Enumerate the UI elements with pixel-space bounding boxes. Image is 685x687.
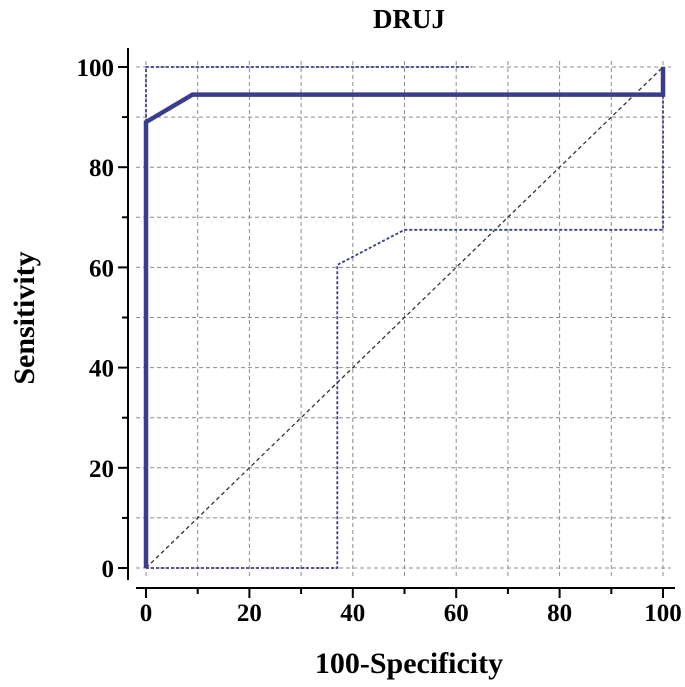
x-tick-label: 0 [140,600,153,627]
axes [118,48,675,598]
y-tick-label: 100 [77,55,115,82]
y-tick-label: 20 [89,456,114,483]
y-tick-label: 40 [89,356,114,383]
x-tick-label: 80 [547,600,572,627]
x-tick-label: 40 [340,600,365,627]
x-tick-label: 20 [237,600,262,627]
chart-title: DRUJ [373,4,445,34]
roc-curve-line [143,67,666,568]
series-layer [143,66,666,569]
x-axis-label: 100-Specificity [315,647,503,680]
x-tick-label: 100 [644,600,682,627]
y-tick-label: 80 [89,155,114,182]
tick-labels: 0 20 40 60 80 100 0 20 40 60 80 100 [77,55,682,627]
reference-diagonal-line [145,66,664,569]
y-tick-label: 60 [89,255,114,282]
grid-lines [136,59,671,576]
y-tick-label: 0 [102,556,115,583]
upper-confidence-bound-line [145,66,472,123]
x-tick-label: 60 [444,600,469,627]
y-axis-label: Sensitivity [8,251,41,384]
lower-confidence-bound-line [146,67,664,569]
